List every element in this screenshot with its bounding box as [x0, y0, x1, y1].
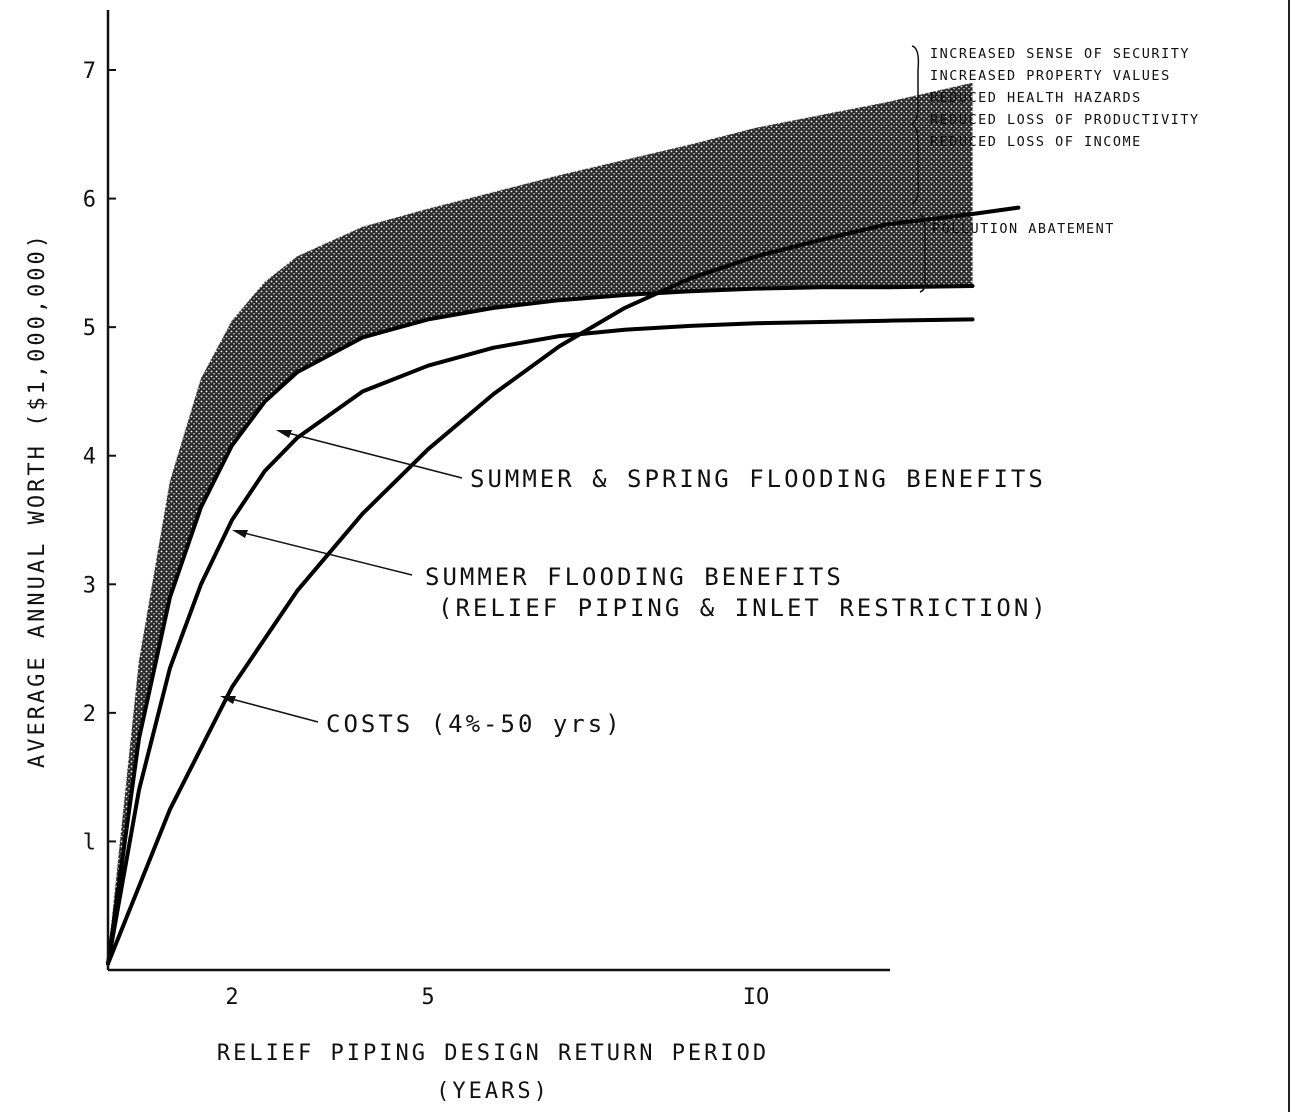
y-tick-label: 3: [83, 573, 96, 598]
callout-summer: SUMMER FLOODING BENEFITS (RELIEF PIPING …: [232, 530, 1049, 622]
callout-summer-leader: [239, 531, 413, 576]
callout-costs-leader: [227, 697, 319, 723]
series-line-summer-spring-benefits: [106, 284, 975, 966]
y-tick-label: 6: [83, 188, 96, 213]
callout-summer-label-line2: (RELIEF PIPING & INLET RESTRICTION): [438, 594, 1049, 622]
other-benefits-band-area: [108, 82, 973, 964]
upper-bracket-label: INCREASED SENSE OF SECURITY: [930, 46, 1190, 62]
upper-bracket-label: REDUCED LOSS OF INCOME: [930, 134, 1142, 150]
x-axis-title: RELIEF PIPING DESIGN RETURN PERIOD: [217, 1041, 769, 1066]
callout-summer-label-line1: SUMMER FLOODING BENEFITS: [425, 563, 844, 591]
y-tick-label: l: [83, 830, 96, 855]
x-ticks: 2 5 IO: [225, 985, 769, 1010]
callout-summer-spring-arrowhead: [276, 430, 292, 438]
callout-summer-spring: SUMMER & SPRING FLOODING BENEFITS: [276, 430, 1046, 493]
pollution-abatement-label: POLLUTION ABATEMENT: [932, 221, 1115, 237]
series-lines: [106, 205, 1021, 966]
x-tick-label: 2: [225, 985, 238, 1010]
y-tick-label: 2: [83, 702, 96, 727]
callout-costs-label: COSTS (4%-50 yrs): [326, 710, 623, 738]
upper-bracket-label: REDUCED LOSS OF PRODUCTIVITY: [930, 112, 1200, 128]
series-line-summer-benefits: [106, 317, 975, 966]
other-benefits-band: [107, 82, 973, 964]
upper-bracket: [910, 45, 920, 205]
callout-costs-arrowhead: [220, 696, 236, 704]
y-ticks: l 2 3 4 5 6 7: [83, 59, 116, 855]
upper-bracket-label: INCREASED PROPERTY VALUES: [930, 68, 1171, 84]
callout-summer-arrowhead: [232, 530, 248, 538]
upper-bracket-label: REDUCED HEALTH HAZARDS: [930, 90, 1142, 106]
other-benefits-band-upper-edge: [107, 82, 973, 958]
callout-summer-spring-leader: [283, 431, 463, 479]
y-tick-label: 7: [83, 59, 96, 84]
callout-costs: COSTS (4%-50 yrs): [220, 696, 623, 738]
upper-bracket-labels: INCREASED SENSE OF SECURITY INCREASED PRO…: [930, 46, 1200, 150]
lower-bracket: [919, 213, 926, 293]
x-tick-label: 5: [421, 985, 434, 1010]
callout-summer-spring-label: SUMMER & SPRING FLOODING BENEFITS: [470, 465, 1046, 493]
series-line-costs: [106, 205, 1021, 966]
y-tick-label: 4: [83, 445, 96, 470]
x-axis-unit: (YEARS): [436, 1079, 550, 1104]
y-axis-title: AVERAGE ANNUAL WORTH ($1,000,000): [25, 232, 50, 768]
y-tick-label: 5: [83, 316, 96, 341]
x-tick-label: IO: [743, 985, 770, 1010]
